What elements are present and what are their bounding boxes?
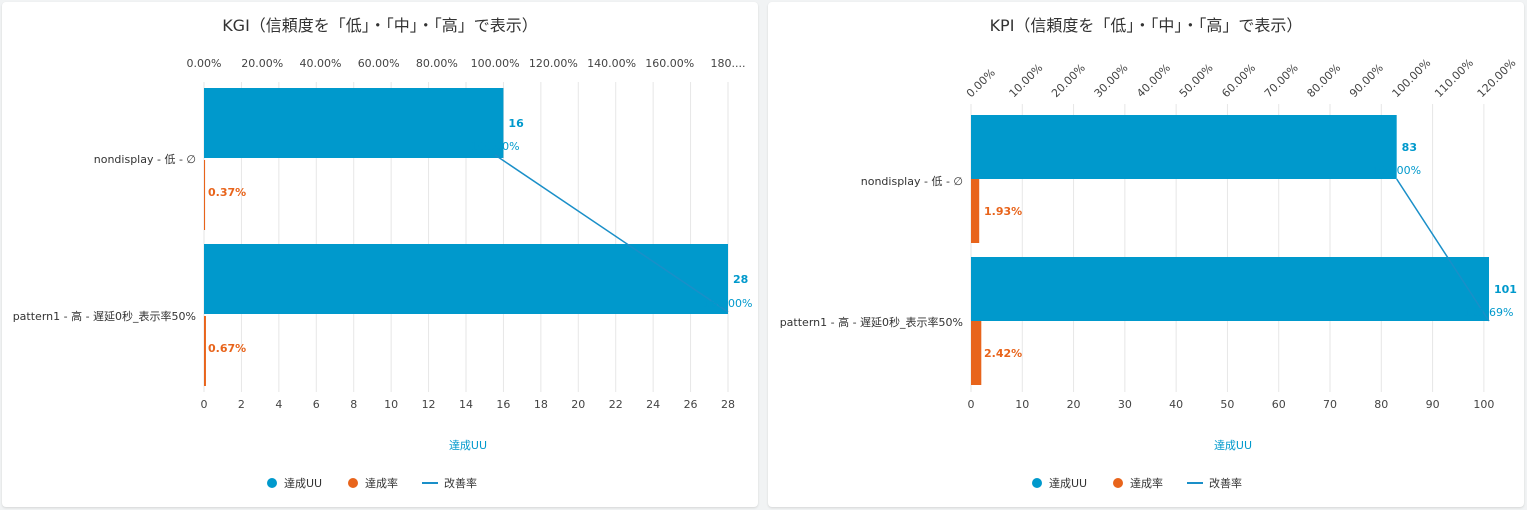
kpi-category-label: pattern1 - 高 - 遅延0秒_表示率50% [780, 315, 963, 329]
kgi-x-tick-label: 22 [609, 398, 623, 411]
kpi-x-tick-label: 40 [1169, 398, 1183, 411]
kgi-x-tick-label: 4 [275, 398, 282, 411]
kpi-top-tick-label: 80.00% [1304, 61, 1343, 100]
kgi-x-tick-label: 14 [459, 398, 473, 411]
kpi-legend-rate-label: 達成率 [1130, 476, 1163, 490]
kgi-category-label: nondisplay - 低 - ∅ [94, 153, 196, 166]
kpi-x-tick-label: 100 [1473, 398, 1494, 411]
kgi-legend-uu-label: 達成UU [284, 477, 322, 490]
kgi-improve-line [494, 154, 729, 313]
kgi-improve-data-label: 100.00% [471, 140, 520, 153]
kpi-legend-uu-label: 達成UU [1049, 477, 1087, 490]
kpi-top-tick-label: 30.00% [1092, 61, 1131, 100]
kpi-top-tick-label: 90.00% [1347, 61, 1386, 100]
kgi-x-axis-title: 達成UU [449, 439, 487, 452]
kpi-top-tick-label: 0.00% [964, 66, 998, 100]
kpi-improve-data-label: 121.69% [1465, 306, 1514, 319]
kpi-x-axis-title: 達成UU [1214, 439, 1252, 452]
kgi-chart-card: KGI（信頼度を「低」・「中」・「高」で表示） 0 2 4 6 8 10 12 14 16 18 20… [2, 2, 758, 507]
kpi-chart-card: KPI（信頼度を「低」・「中」・「高」で表示） 0 10 20 30 40 50 60 70 80… [768, 2, 1524, 507]
kgi-x-tick-label: 12 [422, 398, 436, 411]
kpi-uu-data-label: 101 [1494, 283, 1517, 296]
kgi-chart-title: KGI（信頼度を「低」・「中」・「高」で表示） [222, 16, 538, 35]
kgi-rate-data-label: 0.67% [208, 342, 246, 355]
kpi-x-tick-label: 90 [1426, 398, 1440, 411]
kgi-x-tick-label: 2 [238, 398, 245, 411]
kgi-top-tick-label: 160.00% [645, 57, 694, 70]
kpi-top-tick-label: 50.00% [1177, 61, 1216, 100]
kpi-improve-data-label: 100.00% [1372, 164, 1421, 177]
kgi-uu-bar [204, 88, 504, 158]
kpi-improve-line [1396, 178, 1490, 322]
kpi-top-tick-label: 120.00% [1475, 56, 1519, 100]
kgi-legend-uu-marker [267, 478, 277, 488]
kgi-x-tick-label: 26 [684, 398, 698, 411]
kpi-rate-bar [971, 179, 980, 243]
kgi-x-tick-label: 28 [721, 398, 735, 411]
kpi-x-tick-label: 50 [1220, 398, 1234, 411]
kgi-top-tick-label: 60.00% [358, 57, 400, 70]
kgi-x-tick-label: 8 [350, 398, 357, 411]
kpi-chart: KPI（信頼度を「低」・「中」・「高」で表示） 0 10 20 30 40 50 60 70 80… [780, 16, 1519, 490]
kpi-rate-data-label: 2.42% [984, 347, 1022, 360]
kgi-top-tick-label: 120.00% [529, 57, 578, 70]
kpi-x-tick-label: 20 [1067, 398, 1081, 411]
kpi-top-tick-label: 70.00% [1262, 61, 1301, 100]
kpi-uu-data-label: 83 [1402, 141, 1417, 154]
kpi-category-label: nondisplay - 低 - ∅ [861, 175, 963, 188]
kgi-x-tick-label: 18 [534, 398, 548, 411]
kgi-category-label: pattern1 - 高 - 遅延0秒_表示率50% [13, 309, 196, 323]
kgi-x-tick-label: 16 [496, 398, 510, 411]
kgi-x-tick-label: 6 [313, 398, 320, 411]
kgi-top-tick-label: 140.00% [587, 57, 636, 70]
kpi-x-tick-label: 0 [968, 398, 975, 411]
kgi-improve-data-label: 180.00% [704, 297, 753, 310]
kgi-chart: KGI（信頼度を「低」・「中」・「高」で表示）0 2 4 6 8 10 12 14 16 18 20… [13, 16, 753, 490]
kpi-top-tick-label: 10.00% [1006, 61, 1045, 100]
kgi-top-tick-label: 80.00% [416, 57, 458, 70]
kpi-chart-title: KPI（信頼度を「低」・「中」・「高」で表示） [990, 16, 1303, 35]
kgi-top-tick-label: 20.00% [241, 57, 283, 70]
kpi-uu-bar [971, 257, 1489, 321]
kgi-top-tick-label: 100.00% [471, 57, 520, 70]
kpi-x-tick-label: 70 [1323, 398, 1337, 411]
kpi-top-tick-label: 100.00% [1390, 56, 1434, 100]
kpi-top-tick-label: 20.00% [1049, 61, 1088, 100]
kgi-x-tick-label: 20 [571, 398, 585, 411]
kgi-uu-data-label: 28 [733, 273, 748, 286]
kpi-legend-rate-marker [1113, 478, 1123, 488]
kgi-top-tick-label: 180.... [711, 57, 746, 70]
kgi-legend-rate-marker [348, 478, 358, 488]
kpi-x-tick-label: 60 [1272, 398, 1286, 411]
kpi-top-tick-label: 110.00% [1432, 56, 1476, 100]
kpi-rate-bar [971, 321, 982, 385]
kgi-legend-improve-label: 改善率 [444, 476, 477, 490]
kpi-top-tick-label: 40.00% [1134, 61, 1173, 100]
kgi-uu-data-label: 16 [508, 117, 524, 130]
kgi-x-tick-label: 24 [646, 398, 660, 411]
kgi-top-tick-label: 40.00% [299, 57, 341, 70]
kgi-x-tick-label: 10 [384, 398, 398, 411]
kgi-rate-data-label: 0.37% [208, 186, 246, 199]
kpi-uu-bar [971, 115, 1397, 179]
kgi-rate-bar [204, 160, 206, 230]
kpi-legend-uu-marker [1032, 478, 1042, 488]
kpi-x-tick-label: 80 [1374, 398, 1388, 411]
kpi-x-tick-label: 10 [1015, 398, 1029, 411]
kgi-legend-rate-label: 達成率 [365, 476, 398, 490]
kpi-rate-data-label: 1.93% [984, 205, 1022, 218]
kgi-rate-bar [204, 316, 206, 386]
kgi-x-tick-label: 0 [201, 398, 208, 411]
kpi-top-tick-label: 60.00% [1219, 61, 1258, 100]
kgi-top-tick-label: 0.00% [187, 57, 222, 70]
kpi-legend-improve-label: 改善率 [1209, 476, 1242, 490]
kpi-x-tick-label: 30 [1118, 398, 1132, 411]
kgi-uu-bar [204, 244, 728, 314]
